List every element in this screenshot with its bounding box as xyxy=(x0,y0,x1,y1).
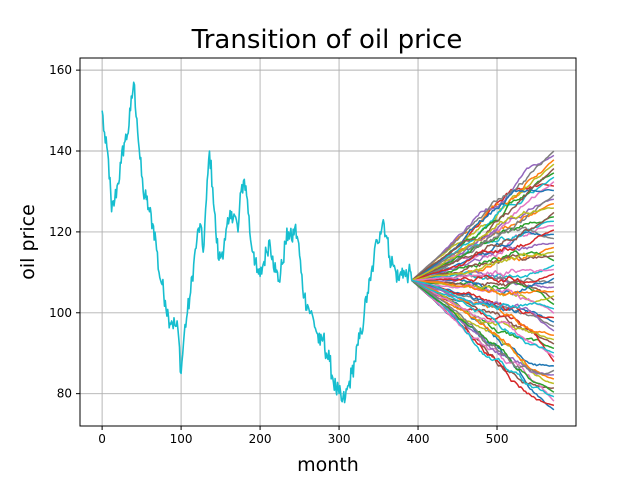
simulated-path-line xyxy=(411,242,555,282)
simulated-path-line xyxy=(411,251,555,282)
simulated-path-line xyxy=(411,264,555,282)
simulated-path-line xyxy=(411,279,555,402)
y-tick-label: 120 xyxy=(49,225,72,239)
x-tick-label: 100 xyxy=(170,432,193,446)
simulated-path-line xyxy=(411,279,554,337)
simulated-path-line xyxy=(411,211,555,282)
simulated-path-line xyxy=(411,279,555,328)
simulated-path-line xyxy=(411,279,555,354)
chart-title: Transition of oil price xyxy=(191,25,463,55)
simulated-path-line xyxy=(411,279,555,314)
historical-series xyxy=(101,81,413,404)
x-tick-label: 500 xyxy=(486,432,509,446)
simulated-path-line xyxy=(411,229,555,282)
y-tick-label: 140 xyxy=(49,144,72,158)
x-tick-label: 200 xyxy=(249,432,272,446)
simulated-path-line xyxy=(411,207,554,282)
y-tick-label: 80 xyxy=(57,387,72,401)
plot-frame xyxy=(79,57,577,427)
simulated-path-line xyxy=(411,279,555,375)
simulated-path-line xyxy=(411,279,555,358)
y-axis-ticks: 80 100 120 140 160 xyxy=(49,63,80,401)
x-axis-label: month xyxy=(297,454,359,476)
simulated-path-line xyxy=(411,279,554,297)
historical-line xyxy=(101,81,413,404)
x-tick-label: 300 xyxy=(328,432,351,446)
simulated-path-line xyxy=(411,268,554,282)
simulated-series xyxy=(411,150,555,411)
x-tick-label: 400 xyxy=(407,432,430,446)
simulated-path-line xyxy=(411,279,555,311)
y-tick-label: 100 xyxy=(49,306,72,320)
y-axis-label: oil price xyxy=(17,204,39,280)
x-axis-ticks: 0 100 200 300 400 500 xyxy=(98,426,508,446)
simulated-path-line xyxy=(411,198,554,282)
x-tick-label: 0 xyxy=(98,432,106,446)
simulated-path-line xyxy=(411,279,555,393)
simulated-path-line xyxy=(411,150,555,281)
y-tick-label: 160 xyxy=(49,63,72,77)
grid xyxy=(80,58,576,426)
